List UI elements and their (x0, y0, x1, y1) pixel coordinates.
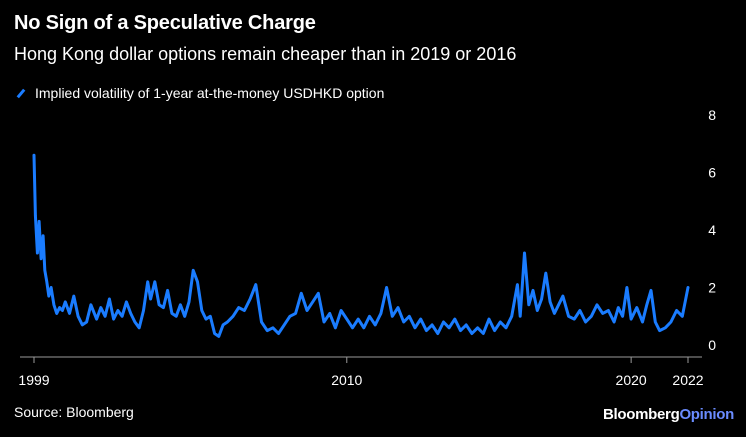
legend-label: Implied volatility of 1-year at-the-mone… (35, 85, 385, 101)
x-tick-label-1999: 1999 (18, 372, 49, 388)
x-tick-label-2022: 2022 (672, 372, 703, 388)
y-tick-label-2: 2 (708, 280, 716, 296)
y-tick-label-6: 6 (708, 165, 716, 181)
series-line-0 (32, 153, 690, 338)
brand-accent: Opinion (679, 406, 734, 423)
y-tick-label-4: 4 (708, 222, 716, 238)
chart-marks (32, 153, 690, 338)
y-tick-label-0: 0 (708, 337, 716, 353)
x-tick-label-2020: 2020 (616, 372, 647, 388)
legend: Implied volatility of 1-year at-the-mone… (14, 85, 384, 101)
x-tick-label-2010: 2010 (331, 372, 362, 388)
chart-title: No Sign of a Speculative Charge (14, 12, 316, 34)
brand-logo: BloombergOpinion (603, 406, 734, 423)
brand-main: Bloomberg (602, 406, 680, 423)
y-tick-label-8: 8 (708, 107, 716, 123)
chart-subtitle: Hong Kong dollar options remain cheaper … (14, 44, 517, 64)
chart-axes: 1999 2010 2020 2022 0 2 4 6 8 (18, 107, 716, 388)
source-note: Source: Bloomberg (14, 404, 134, 420)
